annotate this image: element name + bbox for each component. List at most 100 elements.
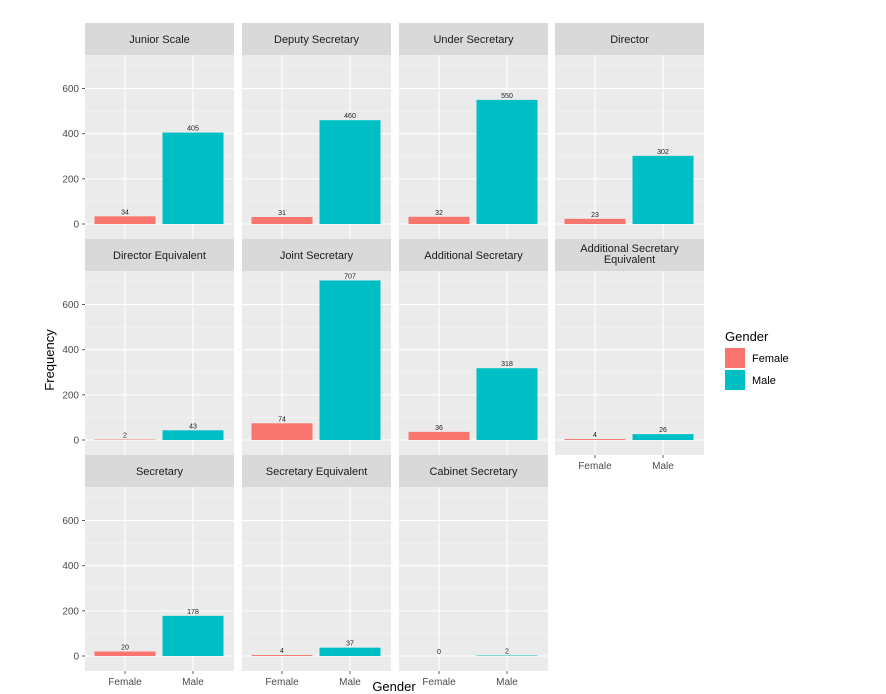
bar-value-label: 405 xyxy=(187,126,199,133)
bar-value-label: 23 xyxy=(591,212,599,219)
facet-strip xyxy=(555,239,704,271)
bar-value-label: 2 xyxy=(123,433,127,440)
bar-value-label: 74 xyxy=(278,416,286,423)
bar-female xyxy=(564,439,626,440)
bar-value-label: 32 xyxy=(435,210,443,217)
x-tick-label: Male xyxy=(339,677,361,688)
bar-value-label: 2 xyxy=(505,649,509,656)
legend-key-male xyxy=(725,370,745,390)
bar-value-label: 37 xyxy=(346,641,354,648)
x-tick-label: Female xyxy=(578,461,612,472)
facet-title: Director Equivalent xyxy=(113,250,206,262)
bar-value-label: 302 xyxy=(657,149,669,156)
legend: Gender Female Male xyxy=(725,329,789,390)
bar-female xyxy=(251,655,313,656)
y-tick-label: 600 xyxy=(62,84,79,95)
facet-title: Secretary xyxy=(136,466,184,478)
bar-male xyxy=(162,132,224,224)
bar-male xyxy=(476,368,538,440)
x-axis-title: Gender xyxy=(372,679,416,694)
bar-female xyxy=(94,651,156,656)
legend-label-male: Male xyxy=(752,375,776,387)
facet-strip xyxy=(399,455,548,487)
legend-title: Gender xyxy=(725,329,769,344)
legend-label-female: Female xyxy=(752,353,789,365)
facet-title: Secretary Equivalent xyxy=(266,466,368,478)
facet-title: Cabinet Secretary xyxy=(429,466,518,478)
y-tick-label: 400 xyxy=(62,561,79,572)
x-tick-label: Male xyxy=(182,677,204,688)
facet-title: Deputy Secretary xyxy=(274,34,359,46)
bar-female xyxy=(94,216,156,224)
y-tick-label: 200 xyxy=(62,390,79,401)
bar-male xyxy=(319,120,381,224)
facet-strip xyxy=(555,23,704,55)
bar-value-label: 43 xyxy=(189,423,197,430)
y-tick-label: 600 xyxy=(62,516,79,527)
legend-key-female xyxy=(725,348,745,368)
panel-background xyxy=(242,487,391,671)
bar-female xyxy=(251,217,313,224)
panel-background xyxy=(555,271,704,455)
bar-female xyxy=(251,423,313,440)
facet-strip xyxy=(242,455,391,487)
facet-panel: Under Secretary 32 550 xyxy=(399,23,548,239)
y-tick-label: 400 xyxy=(62,345,79,356)
bar-male xyxy=(632,155,694,224)
facet-panel: Deputy Secretary 31 460 xyxy=(242,23,391,239)
bar-male xyxy=(476,99,538,224)
bar-value-label: 20 xyxy=(121,644,129,651)
facet-panel: Additional Secretary 36 318 xyxy=(399,239,548,455)
facet-title: Additional Secretary xyxy=(580,243,679,255)
bar-male xyxy=(319,647,381,656)
facet-strip xyxy=(242,239,391,271)
bar-value-label: 26 xyxy=(659,427,667,434)
bar-value-label: 36 xyxy=(435,425,443,432)
bar-male xyxy=(632,434,694,440)
x-tick-label: Female xyxy=(265,677,299,688)
facet-panel: Director 23 302 xyxy=(555,23,704,239)
x-tick-label: Male xyxy=(652,461,674,472)
bar-value-label: 178 xyxy=(187,609,199,616)
bar-value-label: 34 xyxy=(121,209,129,216)
bar-male xyxy=(162,430,224,440)
bar-value-label: 0 xyxy=(437,649,441,656)
facet-strip xyxy=(85,455,234,487)
facet-strip xyxy=(399,239,548,271)
bar-value-label: 550 xyxy=(501,93,513,100)
bar-male xyxy=(319,280,381,440)
facet-title: Under Secretary xyxy=(433,34,514,46)
bar-value-label: 4 xyxy=(593,432,597,439)
bar-value-label: 4 xyxy=(280,648,284,655)
y-tick-label: 200 xyxy=(62,174,79,185)
panel-background xyxy=(85,271,234,455)
facet-panel: Secretary Equivalent 4 37 Female Male xyxy=(242,455,391,688)
facet-title: Junior Scale xyxy=(129,34,190,46)
bar-male xyxy=(162,615,224,656)
bar-female xyxy=(408,216,470,224)
y-tick-label: 400 xyxy=(62,129,79,140)
facet-title: Joint Secretary xyxy=(280,250,354,262)
facet-strip xyxy=(242,23,391,55)
facet-panel: Junior Scale 34 405 0 200 400 600 xyxy=(62,23,234,239)
facet-panel: Secretary 20 178 0 200 400 600 Female Male xyxy=(62,455,234,688)
facet-title: Additional Secretary xyxy=(424,250,523,262)
y-axis-title: Frequency xyxy=(42,329,57,391)
facet-strip xyxy=(85,239,234,271)
facet-strip xyxy=(85,23,234,55)
y-tick-label: 0 xyxy=(73,220,79,231)
x-tick-label: Female xyxy=(108,677,142,688)
y-tick-label: 200 xyxy=(62,606,79,617)
y-tick-label: 0 xyxy=(73,436,79,447)
x-tick-label: Female xyxy=(422,677,456,688)
bar-value-label: 318 xyxy=(501,361,513,368)
bar-value-label: 31 xyxy=(278,210,286,217)
facet-strip xyxy=(399,23,548,55)
facet-title: Equivalent xyxy=(604,254,655,266)
bar-value-label: 707 xyxy=(344,273,356,280)
bar-value-label: 460 xyxy=(344,113,356,120)
facet-panel: Joint Secretary 74 707 xyxy=(242,239,391,455)
